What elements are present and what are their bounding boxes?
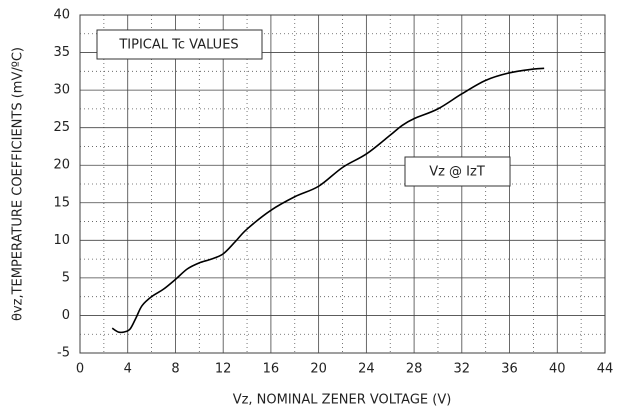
- y-tick-label: 20: [53, 158, 70, 173]
- annotation: Vz @ IzT: [429, 165, 485, 180]
- x-tick-label: 44: [597, 362, 614, 377]
- y-axis-label: θvz,TEMPERATURE COEFFICIENTS (mV/ºC): [11, 47, 26, 321]
- x-tick-label: 32: [454, 362, 471, 377]
- x-tick-label: 24: [358, 362, 375, 377]
- x-tick-label: 40: [549, 362, 566, 377]
- y-tick-label: -5: [57, 346, 70, 361]
- x-tick-label: 4: [124, 362, 132, 377]
- annotation: TIPICAL Tc VALUES: [118, 38, 238, 53]
- x-tick-label: 20: [310, 362, 327, 377]
- y-tick-label: 5: [62, 270, 70, 285]
- y-tick-label: 25: [53, 120, 70, 135]
- annotation-box: [96, 29, 263, 60]
- grid: [79, 14, 606, 354]
- x-tick-label: 12: [215, 362, 232, 377]
- x-tick-label: 36: [501, 362, 518, 377]
- y-tick-label: 40: [53, 8, 70, 23]
- y-tick-label: 35: [53, 45, 70, 60]
- lines: [111, 67, 545, 334]
- y-tick-label: 30: [53, 83, 70, 98]
- data-line: [111, 67, 545, 334]
- x-axis-label: Vz, NOMINAL ZENER VOLTAGE (V): [233, 393, 452, 408]
- x-tick-label: 16: [263, 362, 280, 377]
- y-tick-label: 0: [62, 308, 70, 323]
- x-tick-label: 0: [76, 362, 84, 377]
- y-tick-label: 10: [53, 233, 70, 248]
- x-tick-label: 28: [406, 362, 423, 377]
- y-tick-label: 15: [53, 195, 70, 210]
- annotation-box: [404, 156, 511, 187]
- x-tick-label: 8: [171, 362, 179, 377]
